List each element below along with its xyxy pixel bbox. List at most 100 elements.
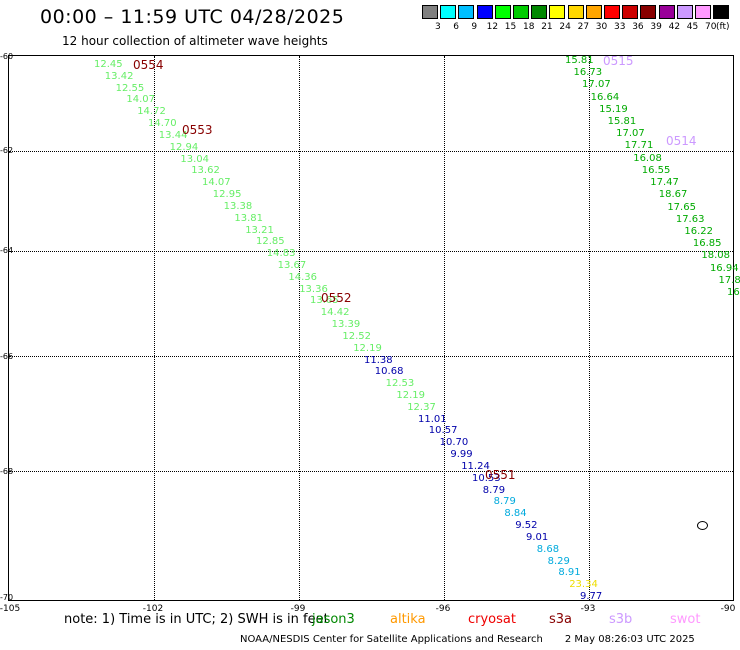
wave-height-value: 9.52 (515, 520, 538, 532)
wave-height-value: 10.68 (374, 366, 404, 378)
grid-parallel (9, 356, 733, 357)
wave-height-value: 13.36 (299, 283, 328, 295)
legend-label: 15 (504, 22, 517, 32)
satellite-key-item: s3b (609, 612, 633, 627)
legend-label: 12 (486, 22, 499, 32)
wave-height-value: 15.81 (607, 116, 637, 128)
legend-swatch (494, 5, 511, 19)
wave-height-value: 8.84 (504, 508, 527, 520)
wave-height-value: 12.45 (94, 59, 123, 70)
legend-label: 39 (650, 22, 662, 32)
wave-height-value: 17.71 (624, 140, 654, 152)
lat-label: -62 (0, 146, 14, 155)
wave-height-value: 14.70 (148, 118, 177, 130)
wave-height-value: 10.70 (439, 437, 469, 449)
wave-height-value: 13.39 (331, 319, 361, 331)
wave-height-value: 14.72 (137, 106, 166, 118)
wave-height-value: 17.47 (650, 177, 679, 189)
wave-height-value: 13.44 (158, 129, 188, 141)
pass-number-label: 0553 (182, 123, 213, 137)
legend-swatch (640, 5, 657, 19)
wave-height-value: 15.19 (599, 103, 628, 115)
legend-label: 33 (614, 22, 626, 32)
grid-meridian (154, 56, 155, 600)
wave-height-value: 8.79 (493, 496, 516, 508)
wave-height-value: 12.95 (212, 189, 242, 201)
grid-parallel (9, 471, 733, 472)
lat-label: -68 (0, 467, 14, 476)
pass-number-label: 0551 (485, 468, 516, 482)
wave-height-value: 16.94 (709, 262, 739, 274)
lon-label: -99 (290, 604, 306, 614)
wave-height-value: 17.63 (675, 213, 705, 225)
wave-height-value: 13.42 (104, 70, 134, 82)
lon-label: -96 (435, 604, 451, 614)
wave-height-value: 16.55 (641, 164, 671, 176)
wave-height-value: 18.08 (701, 250, 731, 262)
legend-label: 9 (471, 22, 478, 32)
legend-swatch (676, 5, 693, 19)
wave-height-value: 14.42 (320, 307, 350, 319)
wave-height-value: 8.68 (536, 543, 560, 555)
legend-swatch (440, 5, 457, 19)
lon-label: -105 (0, 604, 21, 614)
wave-height-value: 11.01 (418, 413, 447, 425)
wave-height-value: 16.08 (633, 152, 662, 164)
legend-swatch (585, 5, 602, 19)
footer-credit: NOAA/NESDIS Center for Satellite Applica… (240, 634, 543, 645)
lat-label: -66 (0, 352, 14, 361)
legend-label: 3 (435, 22, 441, 32)
legend-swatch (513, 5, 529, 19)
pass-number-label: 0552 (321, 291, 352, 305)
wave-height-value: 17.07 (616, 128, 645, 140)
satellite-key-item: cryosat (468, 612, 516, 627)
grid-parallel (9, 251, 733, 252)
legend-label: 42 (668, 22, 681, 32)
legend-swatch (658, 5, 675, 19)
footer: NOAA/NESDIS Center for Satellite Applica… (240, 634, 695, 645)
wave-height-value: 16.73 (573, 67, 603, 79)
wave-height-value: 13.21 (245, 224, 274, 236)
wave-height-value: 15.81 (565, 55, 594, 66)
wave-height-value: 12.52 (342, 330, 372, 342)
wave-height-value: 12.85 (256, 236, 285, 248)
wave-height-value: 11.24 (461, 460, 490, 472)
wave-height-value: 14.07 (126, 94, 156, 106)
legend-label: 18 (523, 22, 535, 32)
wave-height-value: 10.57 (428, 425, 458, 437)
lat-label: -64 (0, 246, 14, 255)
wave-height-value: 12.19 (396, 390, 426, 402)
wave-height-value: 14.83 (266, 248, 296, 260)
legend-swatch (549, 5, 566, 19)
wave-height-value: 9.77 (580, 591, 603, 602)
wave-height-value: 14.07 (202, 177, 231, 189)
legend-label: 36 (632, 22, 644, 32)
pass-number-label: 0515 (603, 54, 634, 68)
wave-height-value: 23.34 (569, 579, 598, 591)
lon-label: -102 (142, 604, 164, 614)
wave-height-value: 13.04 (180, 153, 210, 165)
wave-height-value: 16.64 (590, 91, 620, 103)
legend-swatch (713, 5, 730, 19)
wave-height-value: 16.22 (684, 225, 713, 237)
legend-label: 6 (453, 22, 459, 32)
legend-label: 24 (559, 22, 571, 32)
wave-height-value: 9.99 (450, 449, 473, 461)
legend-swatch (567, 5, 584, 19)
wave-height-value: 12.37 (407, 401, 436, 413)
wave-height-value: 12.53 (385, 378, 415, 390)
lat-label: -70 (0, 593, 14, 602)
pass-number-label: 0514 (666, 134, 697, 148)
legend-swatch (604, 5, 620, 19)
grid-meridian (444, 56, 445, 600)
wave-height-value: 13.67 (277, 259, 307, 271)
lat-label: -60 (0, 52, 14, 61)
note-text: note: 1) Time is in UTC; 2) SWH is in fe… (64, 612, 329, 627)
wave-height-value: 10.53 (472, 472, 501, 484)
wave-height-value: 17.65 (667, 201, 696, 213)
wave-height-value: 12.94 (169, 141, 199, 153)
wave-height-value: 13.81 (234, 212, 264, 224)
satellite-key-item: s3a (549, 612, 573, 627)
legend-label: 70 (705, 22, 717, 32)
page-title: 00:00 – 11:59 UTC 04/28/2025 (40, 6, 345, 28)
